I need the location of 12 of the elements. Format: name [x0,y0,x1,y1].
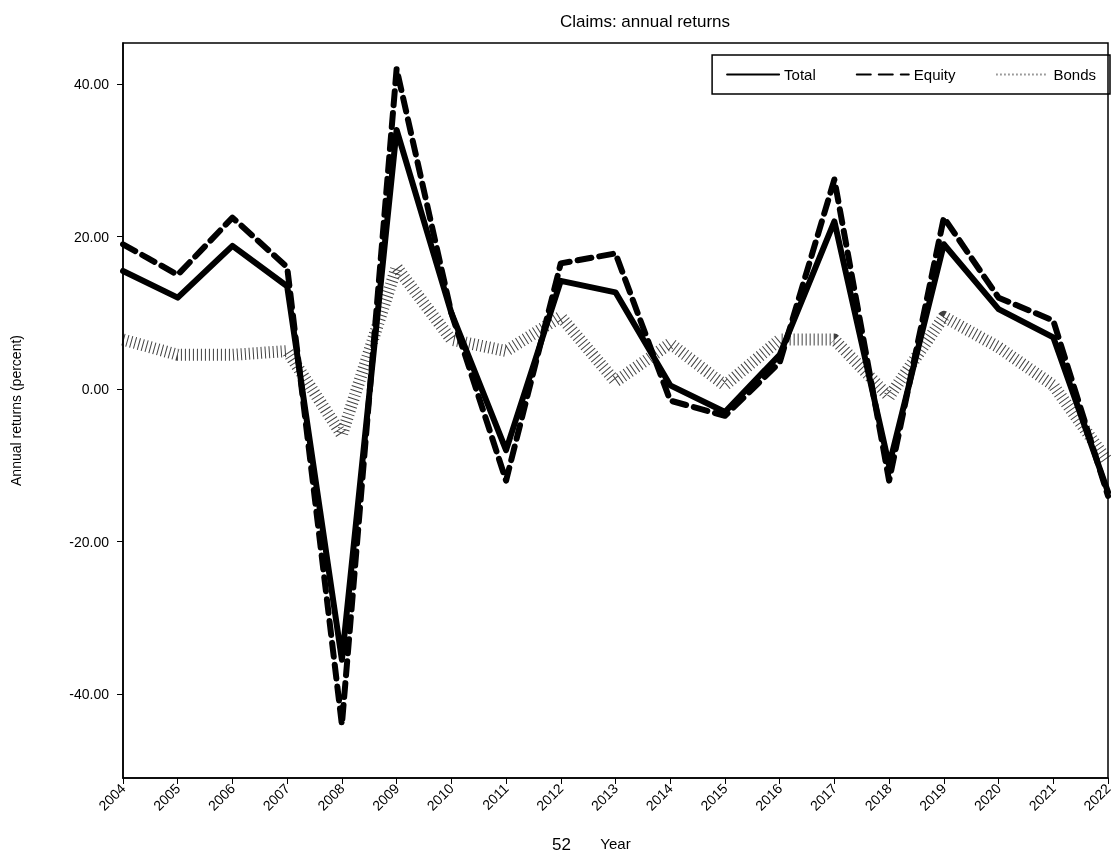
y-tick-label: 40.00 [73,76,110,93]
y-tick-label: 20.00 [73,228,110,245]
y-tick-label: -20.00 [69,533,110,550]
legend-label: Bonds [1053,66,1097,83]
text: 52 [552,835,571,854]
chart-title: Claims: annual returns [559,12,731,31]
y-axis-title: Annual returns (percent) [8,335,24,486]
y-tick-label: 0.00 [81,381,110,398]
y-tick-label: -40.00 [69,686,110,703]
x-axis-title: Year [600,835,631,852]
legend-label: Equity [913,66,956,83]
legend-label: Total [784,66,816,83]
